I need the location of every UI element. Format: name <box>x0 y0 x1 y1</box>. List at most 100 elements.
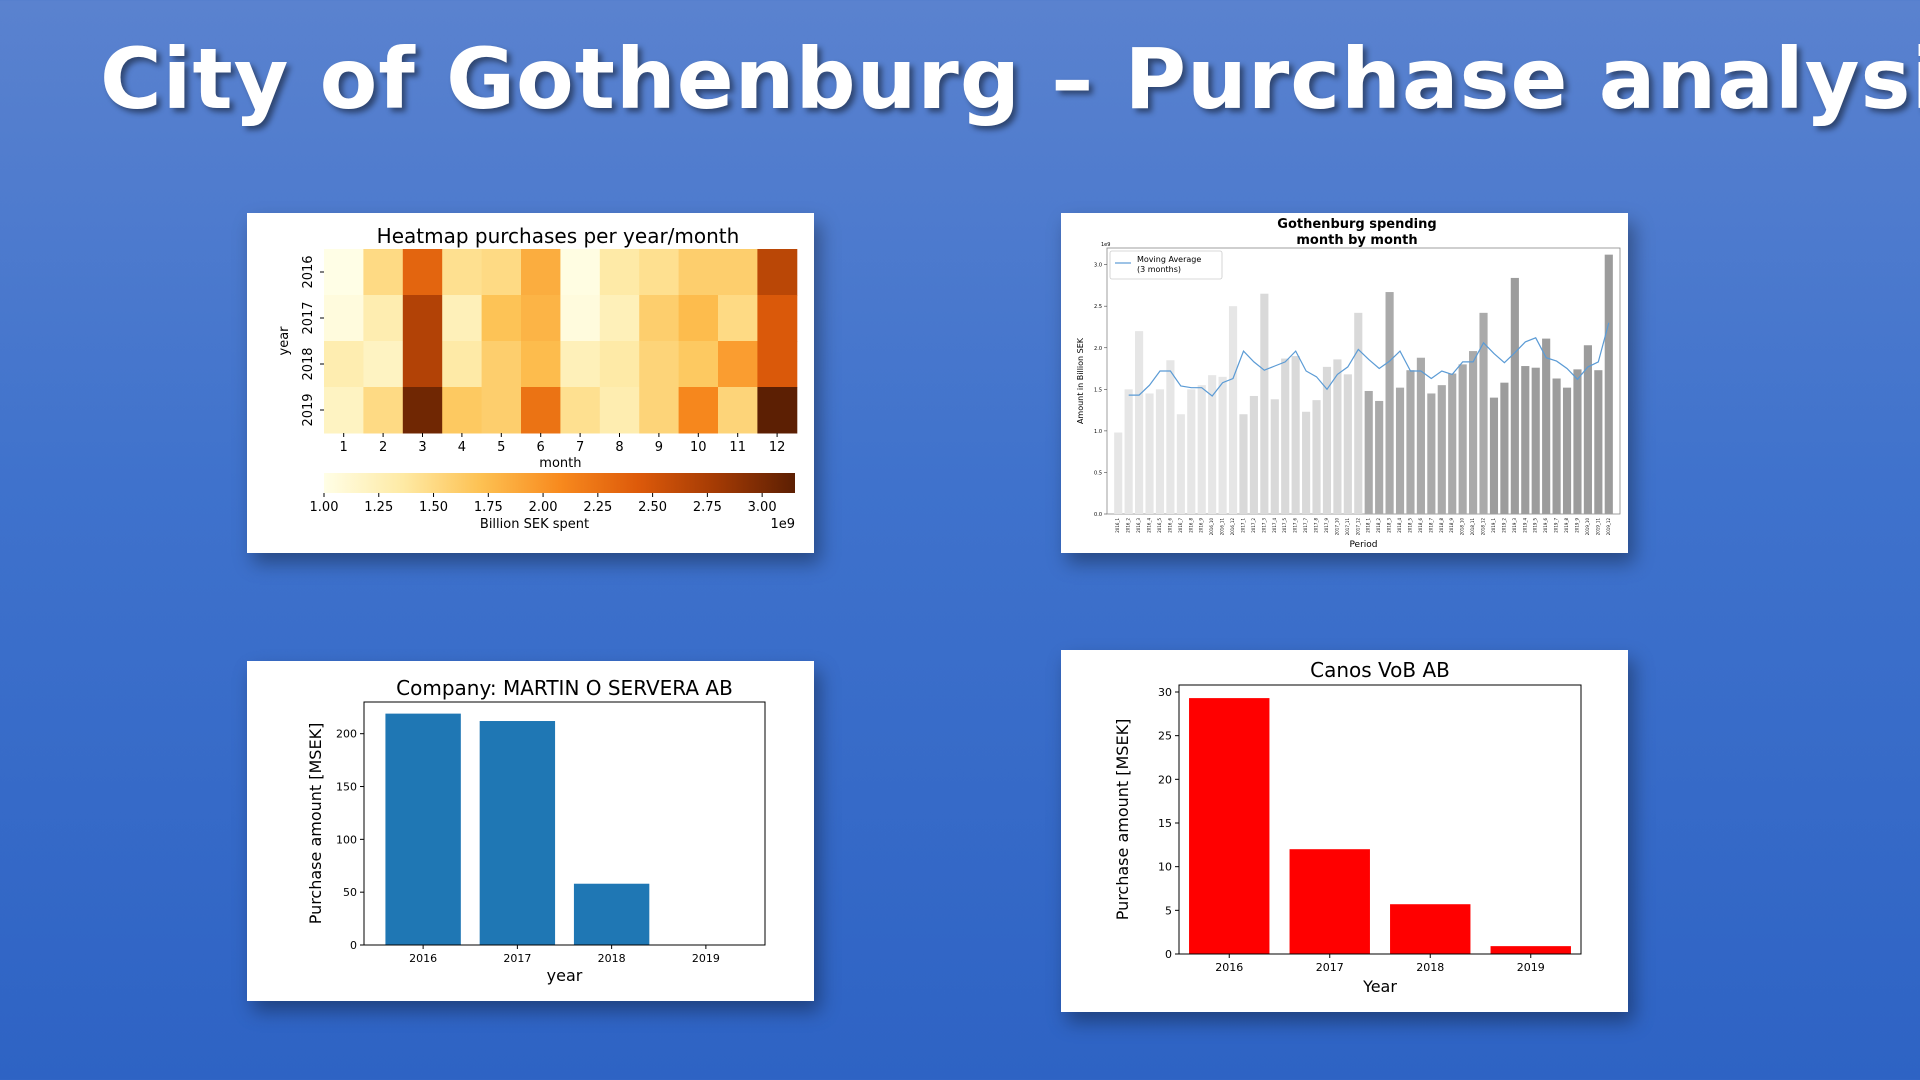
spending-bar <box>1218 376 1227 514</box>
heatmap-cell <box>718 295 758 342</box>
heatmap-colorbar-tick-label: 2.25 <box>583 500 612 515</box>
spending-x-tick-label: 2018_1 <box>1366 518 1371 533</box>
heatmap-cell <box>363 249 404 296</box>
spending-bar <box>1479 312 1488 514</box>
heatmap-x-tick-label: 11 <box>729 440 746 455</box>
servera-bar-chart: Company: MARTIN O SERVERA AB 2016 2017 2018… <box>306 676 766 985</box>
heatmap-cell <box>757 341 798 388</box>
heatmap-cell <box>402 341 443 388</box>
servera-y-tick-label: 100 <box>336 833 357 846</box>
spending-bar <box>1155 389 1165 514</box>
spending-x-tick-label: 2018_6 <box>1418 518 1423 533</box>
heatmap-colorbar <box>324 473 795 493</box>
spending-x-tick-label: 2019_12 <box>1606 518 1611 536</box>
spending-x-tick-label: 2018_12 <box>1481 518 1486 536</box>
spending-x-tick-label: 2016_11 <box>1220 518 1225 536</box>
heatmap-cell <box>560 295 601 342</box>
spending-bar <box>1260 293 1269 514</box>
canos-bar <box>1390 904 1471 954</box>
heatmap-title: Heatmap purchases per year/month <box>377 224 740 248</box>
heatmap-cell <box>363 387 404 434</box>
canos-y-tick-label: 30 <box>1158 686 1172 699</box>
servera-x-tick-label: 2018 <box>598 952 626 965</box>
heatmap-colorbar-tick-label: 2.50 <box>638 500 667 515</box>
spending-x-tick-label: 2018_7 <box>1428 518 1433 533</box>
heatmap-cell <box>718 341 758 388</box>
spending-bar <box>1228 306 1238 514</box>
spending-x-tick-label: 2017_9 <box>1324 518 1329 533</box>
servera-x-tick-label: 2016 <box>409 952 437 965</box>
heatmap-cell <box>639 341 680 388</box>
canos-y-tick-label: 20 <box>1158 773 1172 786</box>
canos-bar-chart: Canos VoB AB 2016 2017 2018 2019 0 5 10 15 20 25 30… <box>1113 658 1582 996</box>
heatmap-cell <box>324 295 364 342</box>
heatmap-y-tick-label: 2016 <box>301 255 316 288</box>
spending-bar <box>1489 397 1499 514</box>
spending-y-tick-label: 2.0 <box>1094 346 1102 352</box>
heatmap-cell <box>324 387 364 434</box>
servera-y-tick-label: 50 <box>343 886 357 899</box>
heatmap-y-label: year <box>277 326 292 356</box>
spending-x-tick-label: 2019_3 <box>1512 518 1517 533</box>
spending-y-tick-label: 2.5 <box>1094 304 1102 310</box>
heatmap-cell <box>678 249 719 296</box>
spending-x-tick-label: 2016_12 <box>1230 518 1235 536</box>
heatmap-cell <box>521 249 561 296</box>
heatmap-cell <box>560 249 601 296</box>
spending-y-tick-label: 0.0 <box>1094 512 1102 518</box>
heatmap-x-tick-label: 10 <box>690 440 707 455</box>
servera-y-tick-label: 150 <box>336 781 357 794</box>
spending-x-tick-label: 2019_6 <box>1543 518 1548 533</box>
spending-bar <box>1542 338 1551 514</box>
canos-y-tick-label: 25 <box>1158 730 1172 743</box>
spending-x-tick-label: 2016_8 <box>1188 518 1193 533</box>
spending-bar <box>1375 400 1384 514</box>
heatmap-colorbar-tick-label: 1.00 <box>310 500 339 515</box>
spending-title-line: Gothenburg spending <box>1277 217 1436 232</box>
canos-y-tick-label: 0 <box>1165 948 1172 961</box>
heatmap-cell <box>599 295 640 342</box>
spending-bar <box>1552 378 1561 514</box>
spending-x-tick-label: 2019_10 <box>1585 518 1590 536</box>
canos-y-tick-label: 5 <box>1165 904 1172 917</box>
spending-bar <box>1249 395 1258 514</box>
spending-y-tick-label: 0.5 <box>1094 470 1102 476</box>
spending-bar <box>1531 367 1540 514</box>
heatmap-cell <box>599 341 640 388</box>
heatmap-y-tick-label: 2017 <box>301 301 316 334</box>
heatmap-colorbar-tick-label: 3.00 <box>748 500 777 515</box>
heatmap-cell <box>402 387 443 434</box>
heatmap-cell <box>718 387 758 434</box>
spending-bar <box>1166 360 1175 514</box>
heatmap-x-tick-label: 12 <box>769 440 786 455</box>
servera-title: Company: MARTIN O SERVERA AB <box>396 676 733 700</box>
spending-x-tick-label: 2019_2 <box>1501 518 1506 533</box>
spending-moving-average-line <box>1128 322 1610 397</box>
spending-bar <box>1312 400 1321 514</box>
spending-bar <box>1239 414 1248 514</box>
heatmap-cell <box>363 341 404 388</box>
spending-legend-label: (3 months) <box>1137 265 1181 274</box>
spending-x-tick-label: 2016_4 <box>1147 518 1152 533</box>
spending-x-tick-label: 2016_3 <box>1136 518 1141 533</box>
spending-x-tick-label: 2016_6 <box>1167 518 1172 533</box>
heatmap-x-tick-label: 2 <box>379 440 387 455</box>
heatmap-y-tick-label: 2019 <box>301 393 316 426</box>
heatmap-cell <box>481 387 522 434</box>
heatmap-cell <box>560 341 601 388</box>
spending-plot-frame <box>1106 247 1621 515</box>
canos-x-tick-label: 2016 <box>1215 961 1243 974</box>
spending-offset-label: 1e9 <box>1101 242 1110 248</box>
spending-bar <box>1521 366 1530 514</box>
canos-bar <box>1189 698 1270 954</box>
heatmap-cell <box>442 249 483 296</box>
servera-x-label: year <box>547 966 583 985</box>
heatmap-cell <box>678 387 719 434</box>
heatmap-x-tick-label: 7 <box>576 440 584 455</box>
heatmap-cell <box>481 341 522 388</box>
spending-bar <box>1573 369 1582 514</box>
heatmap-cell <box>442 295 483 342</box>
heatmap-x-tick-label: 3 <box>418 440 426 455</box>
